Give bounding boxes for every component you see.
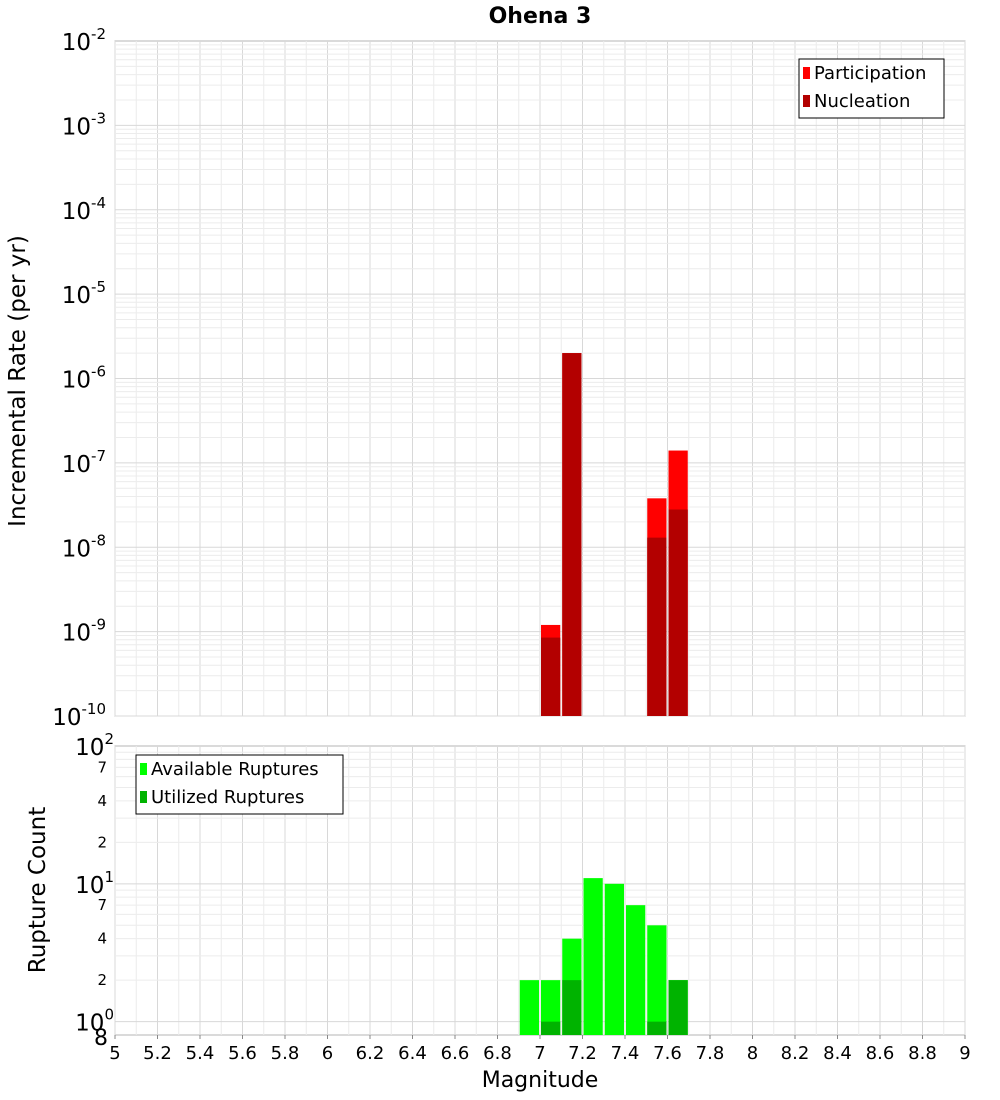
bottom-y-minor-tick-label: 4 xyxy=(97,930,107,948)
x-tick-label: 5.4 xyxy=(186,1043,215,1064)
top-y-tick-label: 10-6 xyxy=(62,363,106,394)
top-y-tick-label: 10-9 xyxy=(62,616,106,647)
top-legend-swatch xyxy=(803,67,810,79)
x-tick-label: 8.4 xyxy=(823,1043,852,1064)
bar-nucleation-7.65 xyxy=(668,509,688,716)
x-tick-label: 6.6 xyxy=(441,1043,470,1064)
top-legend-box xyxy=(798,58,945,119)
bar-utilized-ruptures-7.05 xyxy=(541,1021,561,1035)
x-tick-label: 9 xyxy=(959,1043,970,1064)
x-tick-label: 7 xyxy=(534,1043,545,1064)
bar-available-ruptures-7.45 xyxy=(626,905,646,1035)
bar-available-ruptures-7.55 xyxy=(647,925,667,1035)
top-y-tick-label: 10-10 xyxy=(52,700,106,731)
x-tick-label: 7.4 xyxy=(611,1043,640,1064)
top-legend-swatch xyxy=(803,95,810,107)
top-y-tick-label: 10-4 xyxy=(62,194,106,225)
x-tick-label: 5.8 xyxy=(271,1043,300,1064)
bar-available-ruptures-7.05 xyxy=(541,980,561,1035)
top-legend-label: Participation xyxy=(814,63,926,84)
x-tick-label: 8.6 xyxy=(866,1043,895,1064)
bottom-y-tick-label: 100 xyxy=(75,1006,114,1037)
x-tick-label: 6.4 xyxy=(398,1043,427,1064)
chart-title: Ohena 3 xyxy=(488,4,592,29)
bar-available-ruptures-7.35 xyxy=(604,883,624,1035)
bottom-y-tick-label: 102 xyxy=(75,730,114,761)
x-tick-label: 5.6 xyxy=(228,1043,257,1064)
x-tick-label: 8.2 xyxy=(781,1043,810,1064)
bottom-y-minor-tick-label: 2 xyxy=(97,833,107,851)
x-tick-label: 6 xyxy=(322,1043,333,1064)
top-y-tick-label: 10-8 xyxy=(62,531,106,562)
top-y-tick-label: 10-5 xyxy=(62,278,106,309)
top-y-tick-label: 10-3 xyxy=(62,109,106,140)
x-tick-label: 8 xyxy=(747,1043,758,1064)
bar-nucleation-7.55 xyxy=(647,537,667,716)
x-tick-label: 8.8 xyxy=(908,1043,937,1064)
bar-utilized-ruptures-7.65 xyxy=(668,980,688,1035)
bar-nucleation-7.15 xyxy=(562,353,582,716)
bar-available-ruptures-7.25 xyxy=(583,878,603,1035)
top-legend-label: Nucleation xyxy=(814,91,910,112)
x-tick-label: 6.8 xyxy=(483,1043,512,1064)
x-axis-label: Magnitude xyxy=(481,1068,599,1093)
bottom-y-tick-label: 101 xyxy=(75,868,114,899)
bottom-y-minor-tick-label: 7 xyxy=(97,758,107,776)
x-tick-label: 6.2 xyxy=(356,1043,385,1064)
bottom-y-minor-tick-label: 4 xyxy=(97,792,107,810)
bottom-legend-swatch xyxy=(140,763,147,775)
bottom-legend: Available Ruptures Utilized Ruptures xyxy=(135,754,344,815)
x-tick-label: 7.6 xyxy=(653,1043,682,1064)
top-legend: Participation Nucleation xyxy=(798,58,945,119)
bar-utilized-ruptures-7.15 xyxy=(562,980,582,1035)
top-grid xyxy=(114,41,966,717)
bottom-legend-swatch xyxy=(140,791,147,803)
x-tick-label: 7.2 xyxy=(568,1043,597,1064)
bottom-y-minor-tick-label: 7 xyxy=(97,896,107,914)
bar-available-ruptures-6.95 xyxy=(519,980,539,1035)
bottom-legend-label: Utilized Ruptures xyxy=(151,787,304,808)
bottom-legend-box xyxy=(135,754,344,815)
x-tick-label: 7.8 xyxy=(696,1043,725,1064)
top-y-tick-label: 10-2 xyxy=(62,25,106,56)
x-tick-label: 5.2 xyxy=(143,1043,172,1064)
bar-utilized-ruptures-7.55 xyxy=(647,1021,667,1035)
x-tick-label: 5 xyxy=(109,1043,120,1064)
top-y-tick-label: 10-7 xyxy=(62,447,106,478)
bottom-legend-label: Available Ruptures xyxy=(151,759,319,780)
bar-nucleation-7.05 xyxy=(541,637,561,716)
bottom-y-minor-tick-label: 8 xyxy=(94,1026,108,1051)
bottom-y-minor-tick-label: 2 xyxy=(97,971,107,989)
